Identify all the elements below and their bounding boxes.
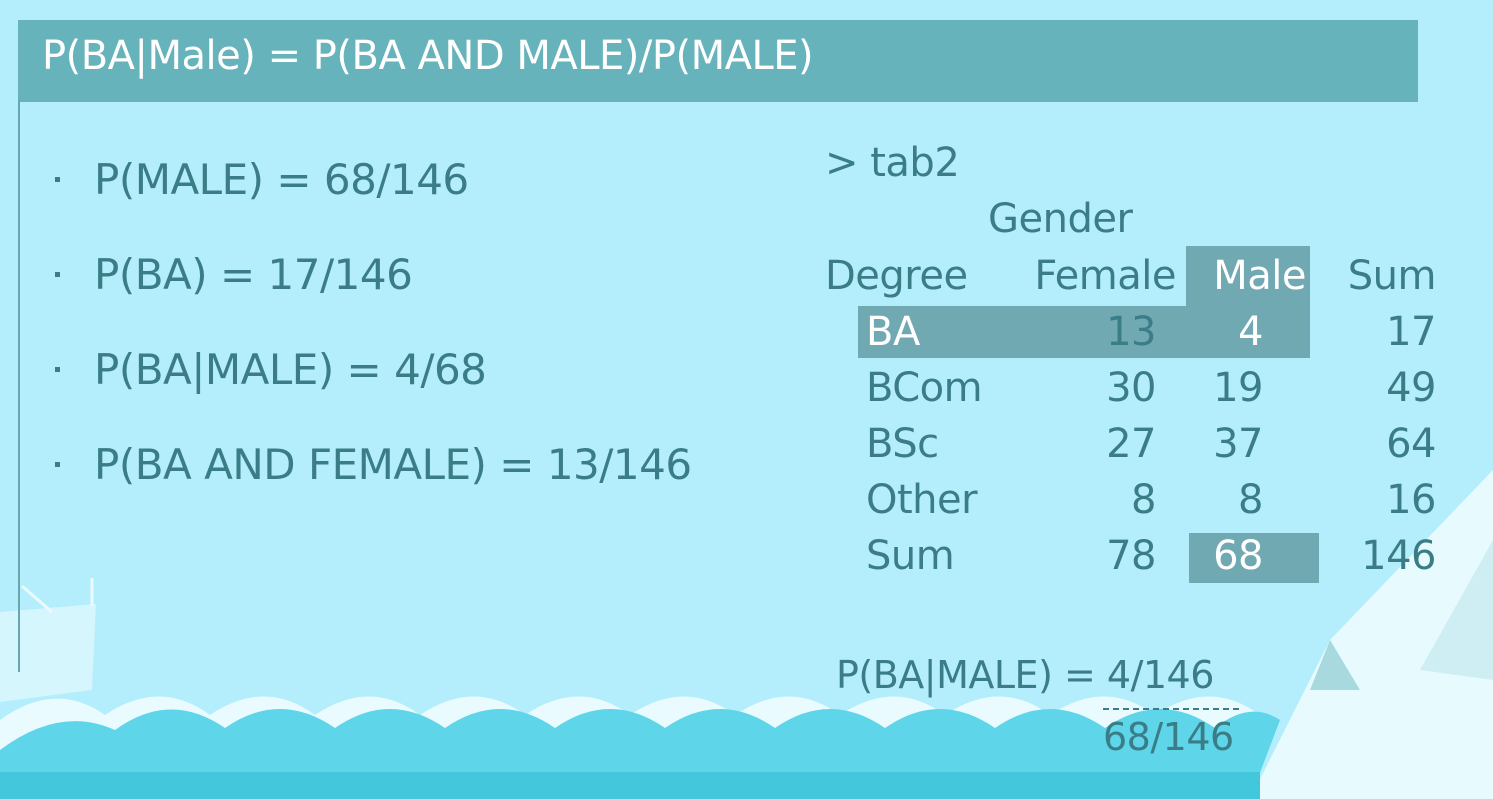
table-cell: 8 — [1238, 477, 1263, 523]
bullet-text: P(BA AND FEMALE) = 13/146 — [94, 440, 692, 489]
row-label-ba: BA — [866, 309, 920, 355]
table-cell: 49 — [1386, 365, 1436, 411]
table-cell: 8 — [1131, 477, 1156, 523]
table-cell: 64 — [1386, 421, 1436, 467]
table-cell: 27 — [1106, 421, 1156, 467]
wave-dark — [0, 709, 1280, 799]
table-cell: 78 — [1106, 533, 1156, 579]
bullet-list: P(MALE) = 68/146 P(BA) = 17/146 P(BA|MAL… — [55, 132, 692, 512]
column-variable-label: Gender — [988, 196, 1133, 242]
row-label-other: Other — [866, 477, 978, 523]
male-sum-highlight — [1189, 533, 1319, 583]
slide-title: P(BA|Male) = P(BA AND MALE)/P(MALE) — [42, 33, 814, 79]
left-rule — [18, 100, 20, 672]
row-label-bcom: BCom — [866, 365, 983, 411]
row-label-bsc: BSc — [866, 421, 939, 467]
bullet-item: P(BA AND FEMALE) = 13/146 — [55, 417, 692, 512]
row-variable-label: Degree — [825, 253, 968, 299]
bullet-item: P(BA|MALE) = 4/68 — [55, 322, 692, 417]
table-cell: 17 — [1386, 309, 1436, 355]
bullet-text: P(BA|MALE) = 4/68 — [94, 345, 487, 394]
equation-denominator: 68/146 — [1103, 715, 1234, 759]
title-bar — [18, 20, 1418, 102]
row-label-sum: Sum — [866, 533, 955, 579]
column-header-female: Female — [1034, 253, 1176, 299]
bullet-dot-icon — [55, 272, 60, 277]
table-cell: 37 — [1213, 421, 1263, 467]
bullet-text: P(MALE) = 68/146 — [94, 155, 469, 204]
bullet-item: P(MALE) = 68/146 — [55, 132, 692, 227]
iceberg-icon — [1250, 470, 1493, 799]
bullet-dot-icon — [55, 177, 60, 182]
bullet-item: P(BA) = 17/146 — [55, 227, 692, 322]
column-header-male: Male — [1213, 253, 1306, 299]
table-cell: 16 — [1386, 477, 1436, 523]
bullet-dot-icon — [55, 462, 60, 467]
table-cell: 13 — [1106, 309, 1156, 355]
boat-icon — [0, 578, 96, 702]
column-header-sum: Sum — [1347, 253, 1437, 299]
male-header-highlight — [1186, 246, 1310, 306]
table-cell: 4 — [1238, 309, 1263, 355]
bullet-dot-icon — [55, 367, 60, 372]
table-cell: 146 — [1361, 533, 1436, 579]
table-cell: 68 — [1213, 533, 1263, 579]
table-cell: 19 — [1213, 365, 1263, 411]
ba-row-highlight — [858, 306, 1310, 358]
bullet-text: P(BA) = 17/146 — [94, 250, 413, 299]
console-prompt: > tab2 — [825, 140, 960, 186]
table-cell: 30 — [1106, 365, 1156, 411]
fraction-bar — [1103, 708, 1239, 710]
equation-lhs: P(BA|MALE) = 4/146 — [836, 653, 1214, 697]
